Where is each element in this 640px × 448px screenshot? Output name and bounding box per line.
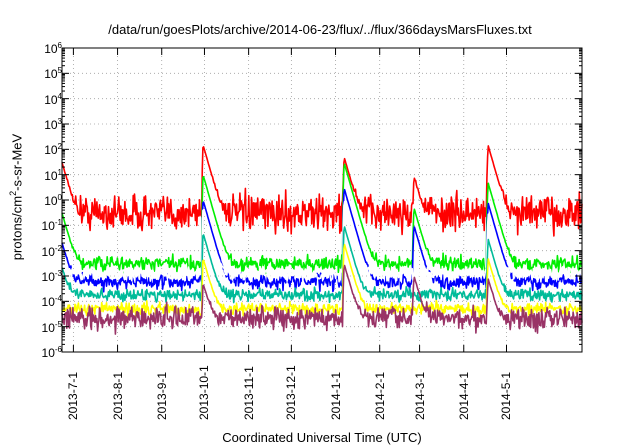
y-tick-exponent: -4: [54, 294, 62, 304]
x-tick-label: 2013-7-1: [66, 371, 81, 420]
y-tick-exponent: 2: [57, 142, 62, 152]
x-tick-label: 2014-4-1: [456, 371, 471, 420]
x-tick-label: 2013-10-1: [197, 365, 212, 420]
y-tick-exponent: -6: [54, 345, 62, 354]
y-tick-label: 10-6: [20, 345, 62, 360]
y-tick-label: 10-1: [20, 218, 62, 234]
y-tick-exponent: 5: [57, 66, 62, 76]
x-axis-label: Coordinated Universal Time (UTC): [222, 430, 422, 445]
y-tick-base: 10: [41, 320, 55, 335]
y-tick-base: 10: [41, 219, 55, 234]
series-line-5: [61, 226, 583, 304]
x-tick-label: 2014-1-1: [328, 371, 343, 420]
y-tick-exponent: -2: [54, 243, 62, 253]
y-tick-label: 106: [20, 41, 62, 56]
series-line-1: [61, 145, 583, 237]
y-tick-base: 10: [44, 118, 58, 132]
y-tick-exponent: 1: [57, 167, 62, 177]
series-line-3: [61, 188, 583, 293]
chart-title: /data/run/goesPlots/archive/2014-06-23/f…: [108, 22, 532, 37]
y-tick-label: 10-5: [20, 319, 62, 335]
y-tick-label: 10-2: [20, 243, 62, 259]
y-tick-label: 101: [20, 167, 62, 183]
y-tick-base: 10: [44, 67, 58, 82]
y-tick-label: 105: [20, 66, 62, 82]
y-tick-base: 10: [44, 168, 58, 183]
y-tick-exponent: -3: [54, 269, 62, 278]
y-tick-exponent: 6: [57, 41, 62, 50]
x-tick-label: 2013-12-1: [284, 365, 299, 420]
y-tick-base: 10: [44, 92, 58, 107]
y-tick-base: 10: [41, 270, 55, 284]
y-tick-base: 10: [44, 42, 58, 56]
series-line-4: [61, 200, 583, 283]
y-tick-label: 103: [20, 117, 62, 132]
y-tick-label: 102: [20, 142, 62, 158]
x-tick-label: 2014-3-1: [412, 371, 427, 420]
y-tick-exponent: -5: [54, 319, 62, 329]
x-tick-label: 2014-2-1: [372, 371, 387, 420]
y-tick-exponent: 0: [57, 193, 62, 202]
y-tick-exponent: 4: [57, 91, 62, 101]
y-tick-exponent: 3: [57, 117, 62, 126]
y-tick-base: 10: [41, 244, 55, 259]
x-tick-label: 2013-11-1: [241, 366, 256, 420]
y-tick-label: 10-3: [20, 269, 62, 284]
y-tick-label: 10-4: [20, 294, 62, 310]
y-tick-base: 10: [44, 143, 58, 158]
x-tick-label: 2014-5-1: [499, 371, 514, 420]
series-line-2: [61, 163, 583, 275]
y-tick-base: 10: [41, 346, 55, 360]
x-tick-label: 2013-9-1: [154, 371, 169, 420]
y-tick-base: 10: [44, 194, 58, 208]
series-line-7: [61, 264, 583, 335]
y-tick-label: 100: [20, 193, 62, 208]
y-tick-base: 10: [41, 295, 55, 310]
y-tick-exponent: -1: [54, 218, 62, 228]
y-tick-label: 104: [20, 91, 62, 107]
x-tick-label: 2013-8-1: [110, 371, 125, 420]
